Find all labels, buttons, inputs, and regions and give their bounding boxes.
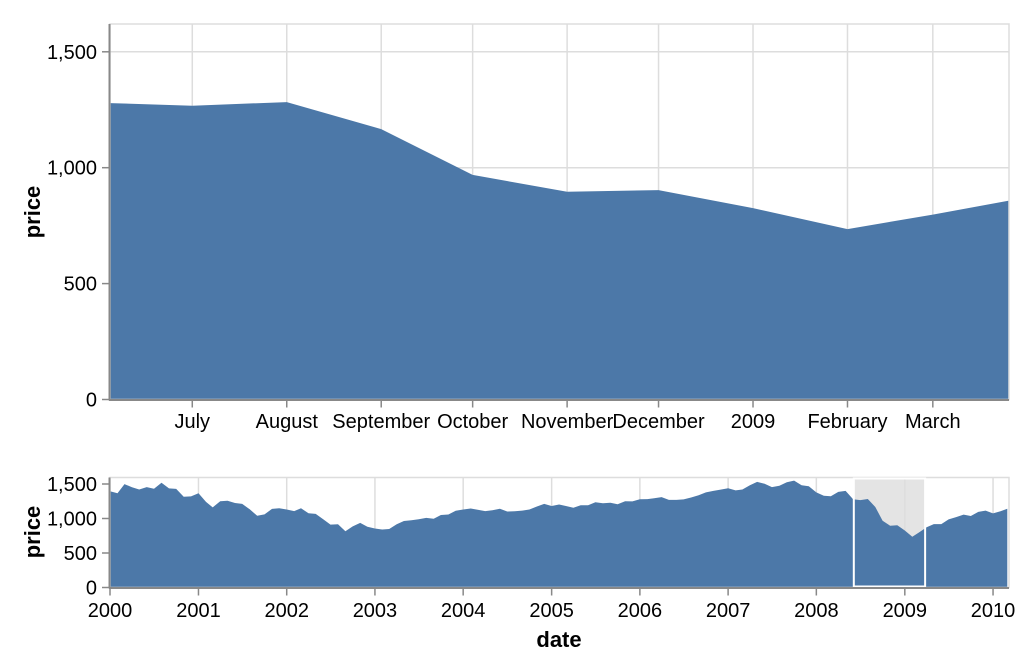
area-mark (110, 102, 1009, 400)
detail-y-axis-title: price (20, 186, 45, 239)
x-axis-tick-label: 2008 (794, 600, 839, 622)
x-axis-tick-label: October (437, 411, 508, 433)
overview-chart[interactable]: 0 500 1,000 1,500 2000 2001 2002 2003 2004 2005 20… (47, 474, 1015, 622)
y-axis-tick-label: 0 (86, 578, 97, 600)
x-axis-tick-label: 2001 (176, 600, 221, 622)
detail-chart: 0 500 1,000 1,500 July August September October… (47, 23, 1010, 433)
overview-x-axis-title: date (536, 627, 581, 652)
x-axis-tick-label: 2004 (441, 600, 486, 622)
x-axis-tick-label: 2000 (88, 600, 133, 622)
x-axis-tick-label: December (612, 411, 705, 433)
y-axis-tick-label: 500 (64, 274, 97, 296)
x-axis-tick-label: November (521, 411, 614, 433)
y-axis-tick-label: 1,500 (47, 474, 97, 496)
brush-selection[interactable] (852, 477, 927, 588)
x-axis-tick-label: 2005 (529, 600, 574, 622)
y-axis-tick-label: 500 (64, 543, 97, 565)
x-axis-tick-label: 2009 (731, 411, 776, 433)
x-axis-tick-label: 2003 (353, 600, 398, 622)
y-axis-tick-label: 1,000 (47, 158, 97, 180)
area-mark[interactable] (110, 480, 1008, 588)
y-axis-tick-label: 1,500 (47, 42, 97, 64)
x-axis-tick-label: August (256, 411, 319, 433)
x-axis-tick-label: 2009 (883, 600, 928, 622)
x-axis-tick-label: 2002 (264, 600, 309, 622)
x-axis-tick-label: July (174, 411, 210, 433)
x-axis-tick-label: 2007 (706, 600, 751, 622)
overview-y-axis-title: price (20, 506, 45, 559)
y-axis-tick-label: 0 (86, 390, 97, 412)
x-axis-tick-label: February (807, 411, 887, 433)
y-axis-tick-label: 1,000 (47, 509, 97, 531)
x-axis-tick-label: September (332, 411, 430, 433)
x-axis-tick-label: March (905, 411, 961, 433)
x-axis-tick-label: 2010 (971, 600, 1016, 622)
x-axis-tick-label: 2006 (618, 600, 663, 622)
